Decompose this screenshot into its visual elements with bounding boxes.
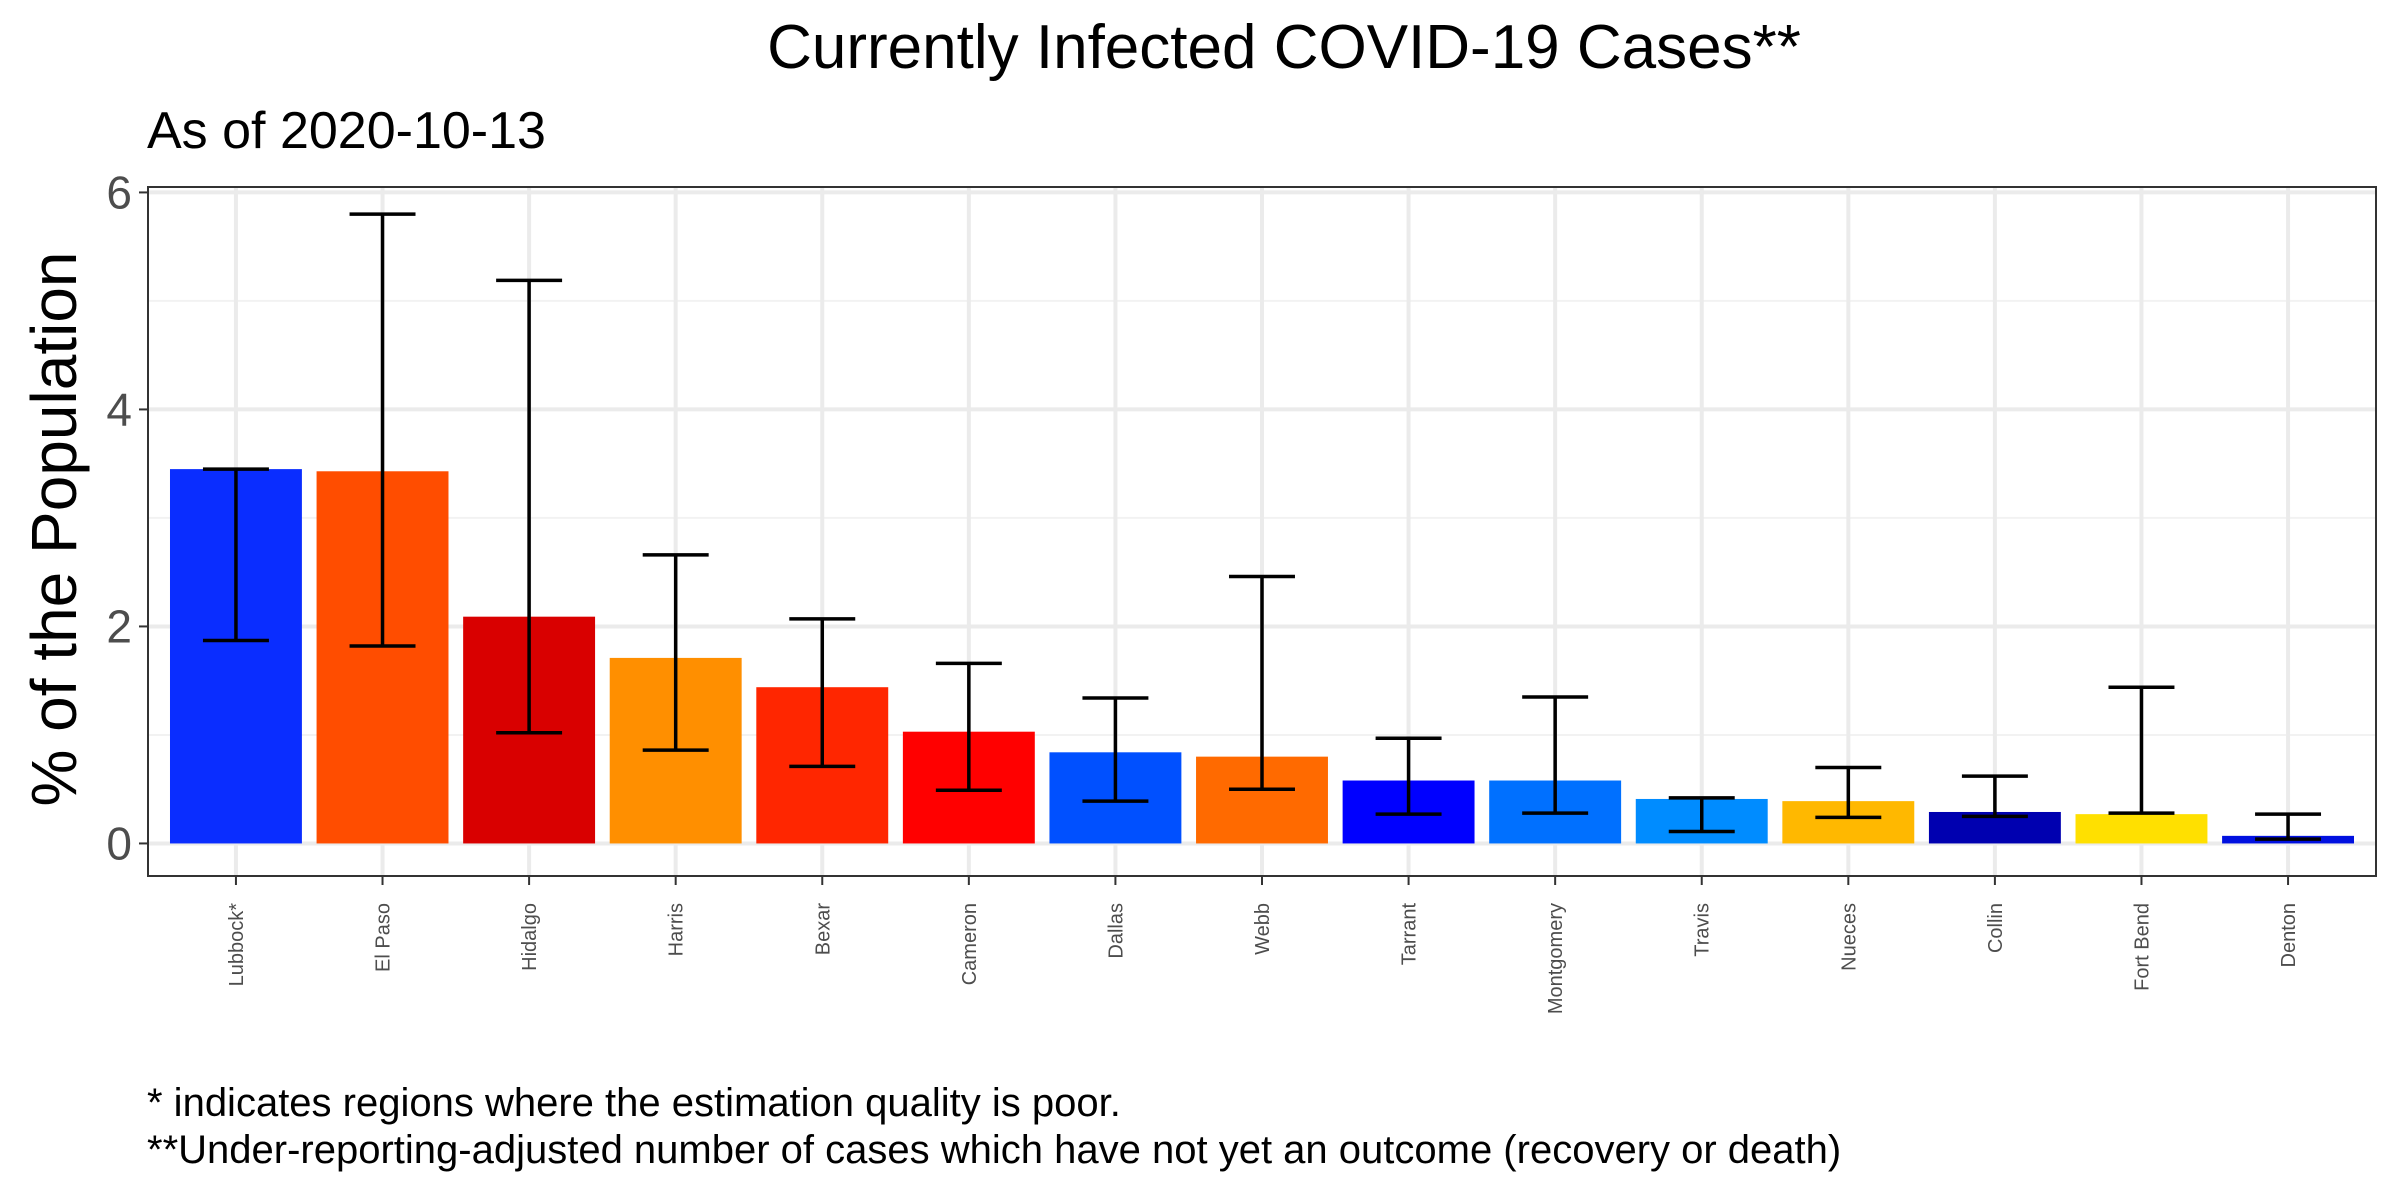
x-tick-label: Hidalgo [519,903,541,971]
y-tick-label: 4 [106,383,132,435]
x-tick-label: Dallas [1105,903,1127,959]
y-tick-label: 2 [106,600,132,652]
chart-title: Currently Infected COVID-19 Cases** [767,13,1801,82]
x-tick-label: Denton [2278,903,2300,968]
caption-under-reporting: **Under-reporting-adjusted number of cas… [147,1128,1841,1172]
chart-subtitle: As of 2020-10-13 [147,102,546,160]
x-tick-label: Lubbock* [226,903,248,987]
x-tick-label: Collin [1985,903,2007,953]
x-tick-label: Montgomery [1545,903,1567,1014]
x-tick-label: Tarrant [1399,903,1421,966]
y-tick-label: 6 [106,166,132,218]
error-bars [202,212,2322,841]
y-tick-label: 0 [106,817,132,869]
x-tick-label: Travis [1692,903,1714,957]
x-tick-label: Webb [1252,903,1274,955]
x-tick-label: El Paso [373,903,395,972]
y-axis-label: % of the Population [18,251,90,806]
x-tick-label: Harris [666,903,688,956]
x-tick-label: Nueces [1838,903,1860,971]
y-axis: 0 2 4 6 [106,166,148,869]
caption-poor-estimation: * indicates regions where the estimation… [147,1081,1121,1125]
x-tick-label: Bexar [812,903,834,956]
x-axis: Lubbock* El Paso Hidalgo Harris Bexar Cameron… [226,876,2300,1014]
x-tick-label: Cameron [959,903,981,985]
x-tick-label: Fort Bend [2131,903,2153,991]
bar [2075,814,2208,844]
